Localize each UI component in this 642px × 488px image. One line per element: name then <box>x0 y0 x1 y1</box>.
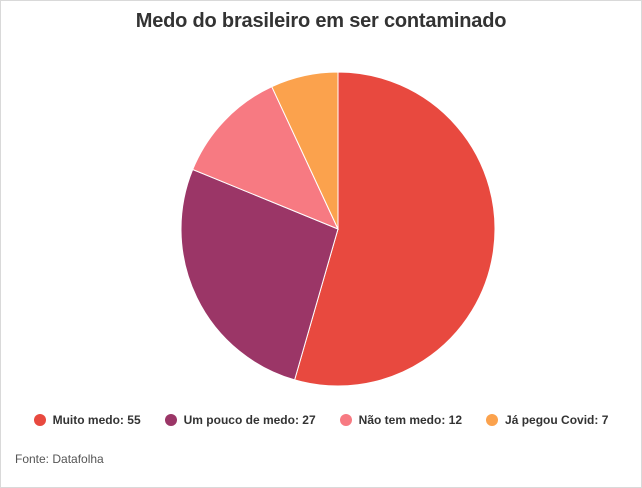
legend-swatch <box>164 414 177 426</box>
legend-item-ja-pegou-covid[interactable]: Já pegou Covid: 7 <box>486 413 608 427</box>
legend-label: Um pouco de medo: 27 <box>183 413 316 427</box>
legend-swatch <box>486 414 499 426</box>
pie-slice-um-pouco-de-medo[interactable] <box>180 168 339 381</box>
legend-label: Não tem medo: 12 <box>358 413 463 427</box>
chart-title: Medo do brasileiro em ser contaminado <box>135 10 507 32</box>
legend-item-um-pouco-de-medo[interactable]: Um pouco de medo: 27 <box>164 413 316 427</box>
legend-swatch <box>33 414 46 426</box>
source-note: Fonte: Datafolha <box>15 452 104 466</box>
legend-label: Já pegou Covid: 7 <box>505 413 609 427</box>
pie-slice-nao-tem-medo[interactable] <box>192 85 339 230</box>
chart-legend: Muito medo: 55 Um pouco de medo: 27 Não … <box>1 413 641 427</box>
pie-slice-muito-medo[interactable] <box>294 71 496 387</box>
legend-item-nao-tem-medo[interactable]: Não tem medo: 12 <box>339 413 463 427</box>
legend-label: Muito medo: 55 <box>52 413 141 427</box>
legend-swatch <box>339 414 352 426</box>
legend-item-muito-medo[interactable]: Muito medo: 55 <box>33 413 141 427</box>
pie-chart <box>180 71 496 387</box>
pie-slice-ja-pegou-covid[interactable] <box>271 71 339 230</box>
